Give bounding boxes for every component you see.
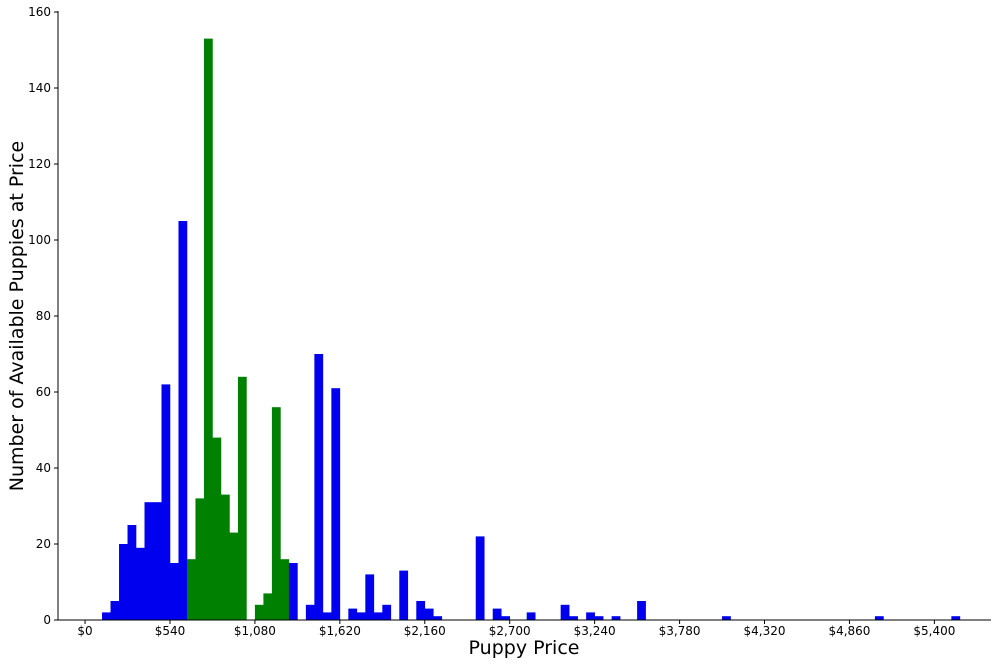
histogram-bar — [560, 604, 570, 620]
y-tick-label: 40 — [36, 461, 51, 475]
x-tick-label: $3,240 — [574, 624, 616, 638]
y-axis-title: Number of Available Puppies at Price — [6, 141, 28, 491]
histogram-bar — [229, 532, 239, 620]
histogram-bar — [356, 612, 366, 620]
histogram-bar — [322, 612, 332, 620]
x-tick-label: $2,160 — [404, 624, 446, 638]
histogram-bar — [153, 502, 162, 620]
histogram-bar — [399, 570, 409, 620]
x-tick-label: $540 — [155, 624, 186, 638]
x-tick-label: $4,860 — [828, 624, 870, 638]
x-tick-label: $5,400 — [913, 624, 955, 638]
y-tick-label: 0 — [43, 613, 51, 627]
histogram-bar — [144, 502, 154, 620]
y-tick-label: 80 — [36, 309, 51, 323]
y-tick-label: 20 — [36, 537, 51, 551]
histogram-bar — [169, 563, 179, 620]
histogram-bar — [348, 608, 358, 620]
x-tick-label: $4,320 — [744, 624, 786, 638]
histogram-bar — [271, 407, 281, 620]
y-tick-label: 160 — [28, 5, 51, 19]
histogram-bar — [305, 604, 315, 620]
y-tick-label: 100 — [28, 233, 51, 247]
bars-layer — [102, 38, 961, 621]
x-tick-label: $2,700 — [489, 624, 531, 638]
histogram-bar — [136, 547, 145, 620]
histogram-bar — [501, 616, 511, 620]
histogram-bar — [382, 604, 392, 620]
histogram-bar — [475, 536, 485, 620]
histogram-bar — [288, 563, 298, 620]
histogram-bar — [373, 612, 383, 620]
histogram-bar — [611, 616, 621, 620]
histogram-bar — [586, 612, 595, 620]
histogram-bar — [186, 559, 196, 620]
histogram-bar — [637, 601, 646, 620]
histogram-bar — [331, 388, 341, 620]
histogram-bar — [492, 608, 502, 620]
histogram-bar — [110, 601, 120, 620]
histogram-bar — [424, 608, 434, 620]
histogram-bar — [220, 494, 230, 620]
histogram-bar — [365, 574, 375, 620]
x-tick-label: $1,080 — [234, 624, 276, 638]
histogram-bar — [951, 616, 961, 620]
histogram-bar — [569, 616, 578, 620]
histogram-bar — [203, 38, 213, 621]
histogram-bar — [102, 612, 111, 620]
histogram-bar — [119, 544, 128, 620]
histogram-bar — [874, 616, 884, 620]
histogram-bar — [127, 525, 137, 620]
ticks-layer: $0 $540 $1,080 $1,620 $2,160 $2,700 $3,240 $3,7… — [28, 5, 955, 638]
histogram-bar — [314, 354, 324, 620]
histogram-bar — [254, 604, 264, 620]
histogram-bar — [416, 601, 426, 620]
histogram-bar — [178, 221, 188, 620]
histogram-bar — [212, 437, 222, 620]
histogram-bar — [526, 612, 536, 620]
histogram-bar — [722, 616, 731, 620]
y-tick-label: 60 — [36, 385, 51, 399]
x-axis-title: Puppy Price — [469, 637, 580, 659]
histogram-bar — [195, 498, 205, 620]
y-tick-label: 140 — [28, 81, 51, 95]
histogram-bar — [280, 559, 290, 620]
histogram-bar — [594, 616, 604, 620]
y-tick-label: 120 — [28, 157, 51, 171]
x-tick-label: $1,620 — [319, 624, 361, 638]
histogram-bar — [237, 376, 247, 620]
histogram-bar — [263, 593, 273, 620]
histogram-bar — [433, 616, 443, 620]
x-tick-label: $0 — [77, 624, 92, 638]
x-tick-label: $3,780 — [659, 624, 701, 638]
histogram-bar — [161, 384, 171, 620]
